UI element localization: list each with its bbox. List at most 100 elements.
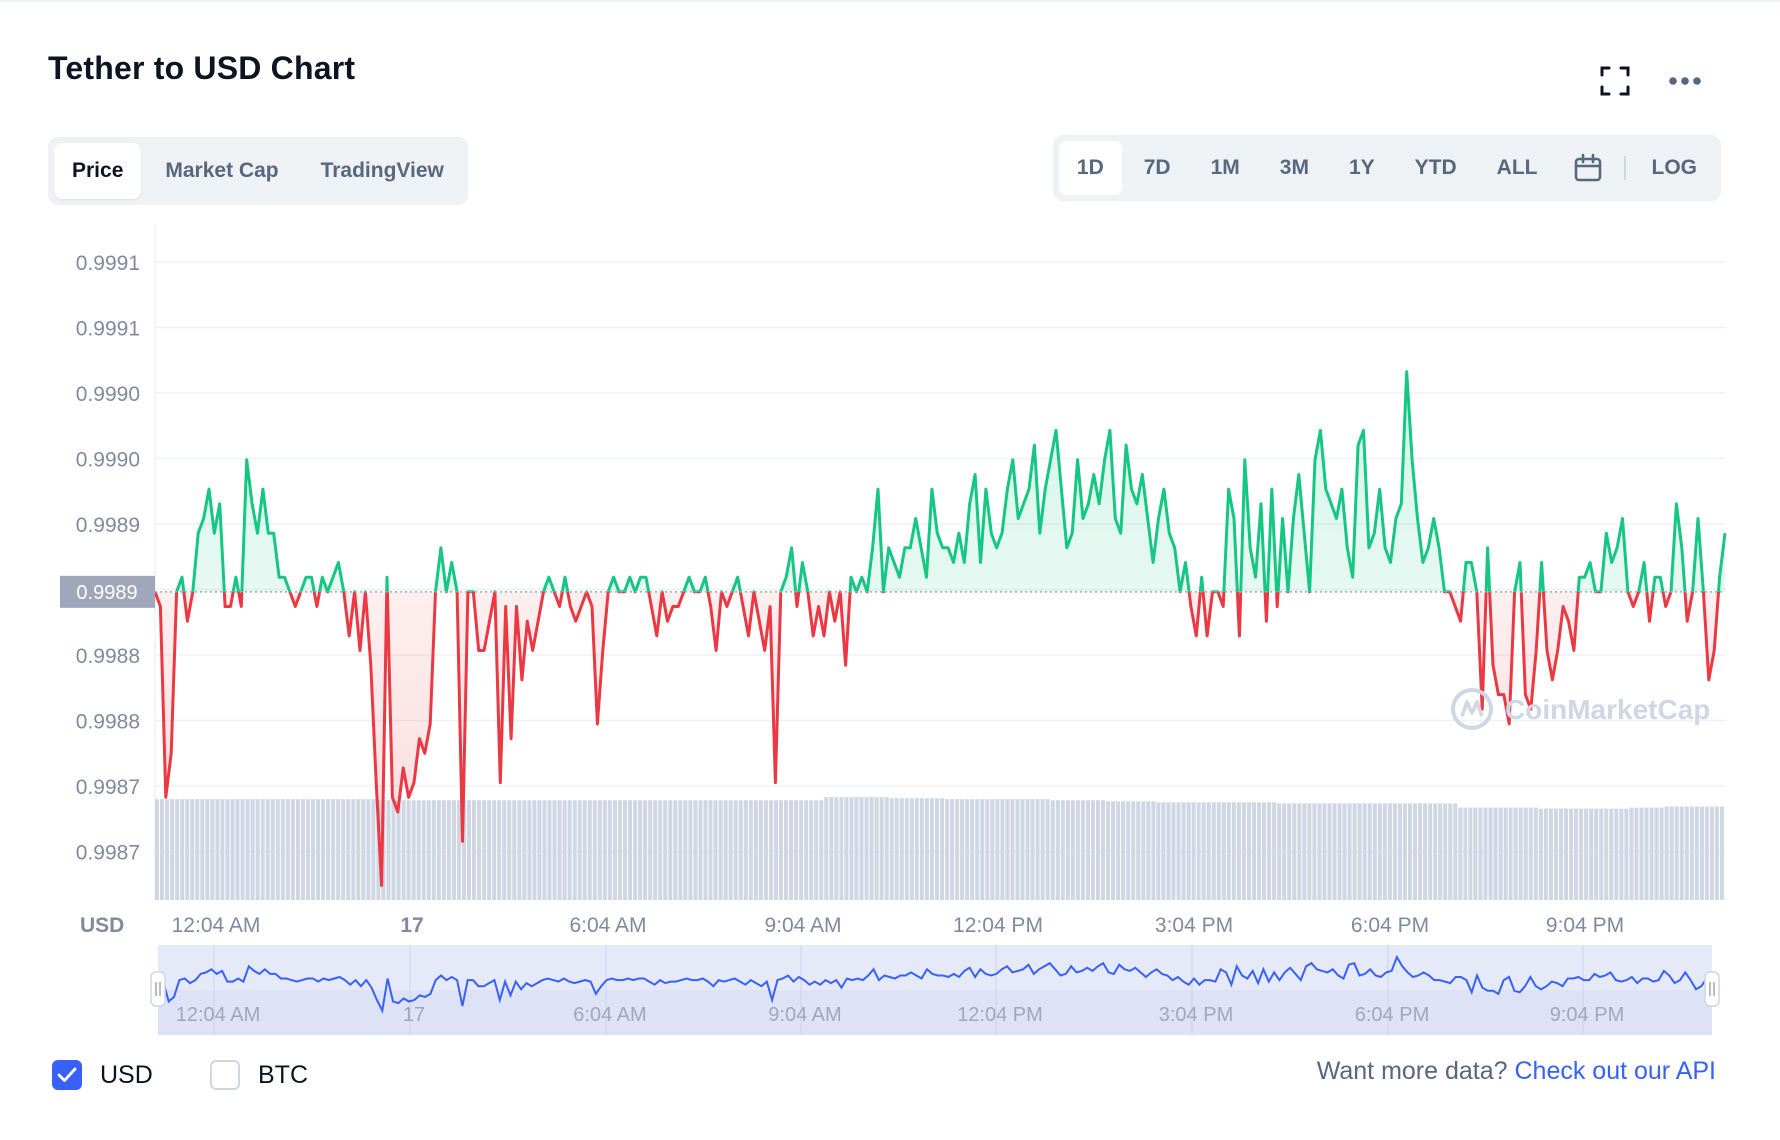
usd-checkbox[interactable] <box>52 1060 82 1090</box>
volume-bar <box>1101 800 1106 900</box>
log-scale-toggle[interactable]: LOG <box>1651 156 1698 179</box>
volume-bar <box>1312 803 1317 900</box>
volume-bar <box>245 799 250 900</box>
volume-bar <box>1000 799 1005 900</box>
range-all[interactable]: ALL <box>1496 156 1538 179</box>
range-ytd[interactable]: YTD <box>1414 156 1457 179</box>
volume-bar <box>321 799 326 900</box>
volume-bar <box>758 800 763 900</box>
volume-bar <box>1674 806 1679 900</box>
volume-bar <box>1513 807 1518 900</box>
legend-usd[interactable]: USD <box>52 1060 153 1090</box>
navigator-tick-label: 6:04 PM <box>1355 1004 1429 1026</box>
volume-bar <box>1694 806 1699 900</box>
range-1y[interactable]: 1Y <box>1348 156 1375 179</box>
volume-bar <box>753 800 758 900</box>
navigator-handle-left[interactable] <box>150 971 166 1007</box>
volume-bar <box>658 800 663 900</box>
volume-bar <box>1569 808 1574 900</box>
volume-bar <box>285 799 290 900</box>
volume-bar <box>1629 807 1634 900</box>
volume-bar <box>270 799 275 900</box>
api-link[interactable]: Check out our API <box>1514 1057 1716 1085</box>
volume-bar <box>698 800 703 900</box>
volume-bar <box>461 800 466 900</box>
volume-bar <box>1699 806 1704 900</box>
tab-price[interactable]: Price <box>54 143 142 199</box>
volume-bar <box>1493 807 1498 900</box>
volume-bar <box>426 800 431 900</box>
volume-bar <box>391 800 396 900</box>
y-tick-label: 0.9987 <box>76 842 140 865</box>
volume-bar <box>617 800 622 900</box>
volume-bar <box>1080 800 1085 900</box>
volume-bar <box>472 800 477 900</box>
volume-bar <box>1166 802 1171 900</box>
volume-bar <box>1111 801 1116 900</box>
y-tick-label: 0.9987 <box>76 776 140 799</box>
volume-bar <box>1438 803 1443 900</box>
volume-bar <box>1538 808 1543 900</box>
legend-usd-label: USD <box>100 1060 153 1089</box>
range-1d[interactable]: 1D <box>1058 141 1122 195</box>
volume-bar <box>1372 803 1377 900</box>
volume-bar <box>552 800 557 900</box>
volume-bar <box>1659 807 1664 900</box>
tab-market-cap[interactable]: Market Cap <box>165 159 279 182</box>
volume-bar <box>1619 808 1624 900</box>
volume-bar <box>290 799 295 900</box>
volume-bar <box>1131 801 1136 900</box>
tab-tradingview[interactable]: TradingView <box>320 159 444 182</box>
volume-bar <box>577 800 582 900</box>
volume-bar <box>1141 801 1146 900</box>
x-tick-label: 9:04 PM <box>1546 914 1624 937</box>
volume-bar <box>914 798 919 900</box>
volume-bar <box>492 800 497 900</box>
volume-bar <box>950 799 955 900</box>
price-chart[interactable]: 0.9989 0.9991 0.9991 0.9990 0.9990 0.9989 0.9… <box>0 0 1780 1050</box>
volume-bar <box>1302 803 1307 900</box>
volume-bar <box>1251 802 1257 900</box>
volume-bar <box>1392 803 1397 900</box>
volume-bar <box>416 800 421 900</box>
volume-bar <box>980 799 985 900</box>
volume-bar <box>1468 807 1473 900</box>
volume-bar <box>1387 803 1392 900</box>
volume-bar <box>1413 803 1418 900</box>
date-picker-button[interactable] <box>1560 141 1616 195</box>
range-1m[interactable]: 1M <box>1210 156 1240 179</box>
range-7d[interactable]: 7D <box>1143 156 1171 179</box>
volume-bar <box>683 800 688 900</box>
volume-bar <box>451 800 456 900</box>
legend-btc[interactable]: BTC <box>210 1060 308 1090</box>
volume-bar <box>733 800 738 900</box>
range-3m[interactable]: 3M <box>1279 156 1309 179</box>
navigator-handle-right[interactable] <box>1704 971 1720 1007</box>
more-options-button[interactable] <box>1663 59 1707 103</box>
volume-bar <box>507 800 512 900</box>
volume-bar <box>1090 800 1095 900</box>
volume-bar <box>446 800 451 900</box>
volume-bar <box>1201 802 1206 900</box>
volume-bar <box>1518 807 1523 900</box>
volume-bar <box>884 797 889 900</box>
volume-bar <box>1594 808 1599 900</box>
volume-bar <box>1458 807 1463 900</box>
volume-bar <box>1352 803 1357 900</box>
volume-bar <box>1614 808 1619 900</box>
y-unit-label: USD <box>80 914 124 937</box>
fullscreen-button[interactable] <box>1593 59 1637 103</box>
navigator-tick-label: 6:04 AM <box>573 1004 646 1026</box>
volume-bar <box>748 800 753 900</box>
volume-bar <box>356 799 361 900</box>
volume-bar <box>225 799 230 900</box>
volume-bar <box>366 799 371 900</box>
btc-checkbox[interactable] <box>210 1060 240 1090</box>
volume-bar <box>1126 801 1131 900</box>
volume-bar <box>195 799 200 900</box>
range-divider <box>1623 156 1626 180</box>
volume-bar <box>537 800 542 900</box>
volume-bar <box>250 799 255 900</box>
volume-bar <box>1282 803 1287 900</box>
volume-bar <box>200 799 205 900</box>
